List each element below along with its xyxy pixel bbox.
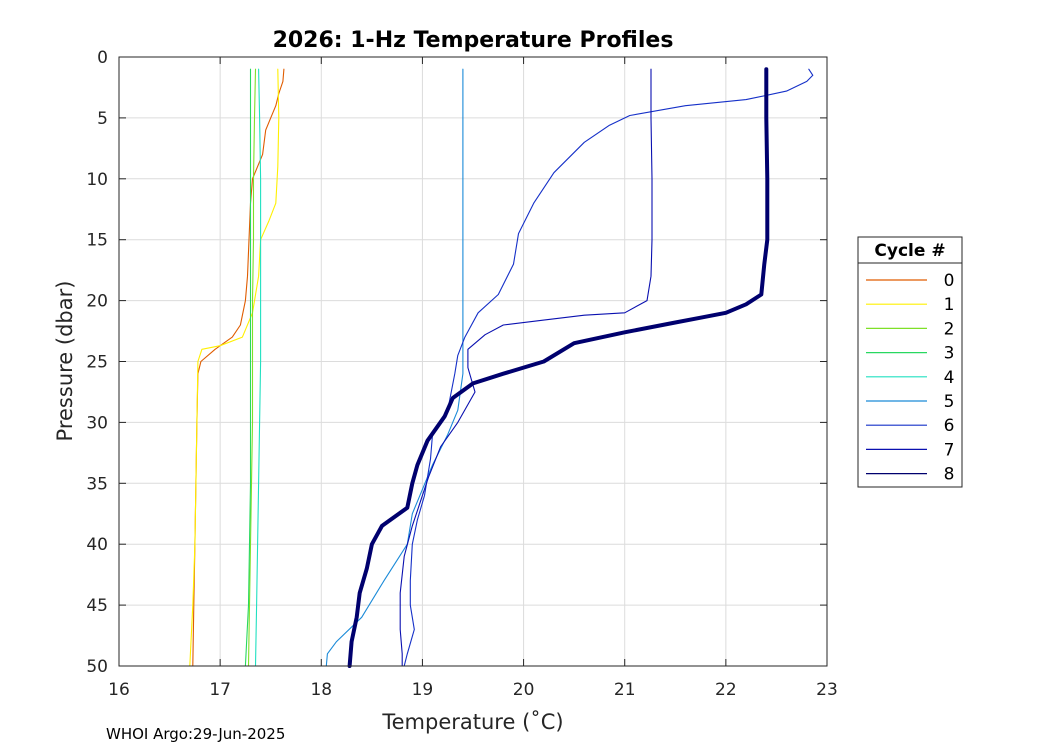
axis-ticks: 16 17 18 19 20 21 22 23 0 5 10 15 20 25 30 35 40 45 50 bbox=[86, 48, 837, 700]
chart-title: 2026: 1-Hz Temperature Profiles bbox=[273, 28, 674, 53]
legend-label: 4 bbox=[944, 368, 955, 388]
y-tick-label: 40 bbox=[86, 535, 108, 555]
series-line-cycle-4 bbox=[254, 68, 262, 667]
legend-label: 8 bbox=[944, 465, 955, 485]
series-group bbox=[189, 67, 814, 668]
y-axis-label: Pressure (dbar) bbox=[53, 281, 77, 442]
series-line-cycle-7 bbox=[399, 68, 653, 667]
legend-label: 6 bbox=[944, 416, 955, 436]
y-tick-label: 5 bbox=[97, 109, 108, 129]
y-tick-label: 35 bbox=[86, 474, 108, 494]
legend-label: 2 bbox=[944, 319, 955, 339]
footer-credit: WHOI Argo:29-Jun-2025 bbox=[106, 725, 286, 743]
x-tick-label: 19 bbox=[412, 680, 434, 700]
legend: Cycle # 0 1 2 3 4 5 6 7 8 bbox=[857, 236, 963, 488]
y-tick-label: 30 bbox=[86, 413, 108, 433]
x-axis-label: Temperature (˚C) bbox=[381, 710, 563, 734]
x-tick-label: 18 bbox=[310, 680, 332, 700]
legend-label: 7 bbox=[944, 440, 955, 460]
x-tick-label: 20 bbox=[513, 680, 535, 700]
legend-title: Cycle # bbox=[874, 241, 945, 261]
y-tick-label: 25 bbox=[86, 353, 108, 373]
y-tick-label: 50 bbox=[86, 657, 108, 677]
y-tick-label: 20 bbox=[86, 292, 108, 312]
legend-entries: 0 1 2 3 4 5 6 7 8 bbox=[866, 271, 954, 485]
y-tick-label: 15 bbox=[86, 231, 108, 251]
series-line-cycle-3 bbox=[244, 68, 252, 667]
series-line-cycle-8 bbox=[347, 67, 770, 668]
legend-label: 5 bbox=[944, 392, 955, 412]
series-line-cycle-1 bbox=[189, 68, 280, 667]
y-tick-label: 0 bbox=[97, 48, 108, 68]
legend-label: 0 bbox=[944, 271, 955, 291]
x-tick-label: 17 bbox=[209, 680, 231, 700]
y-tick-label: 45 bbox=[86, 596, 108, 616]
x-tick-label: 16 bbox=[108, 680, 130, 700]
x-tick-label: 21 bbox=[614, 680, 636, 700]
x-tick-label: 22 bbox=[715, 680, 737, 700]
legend-box bbox=[857, 236, 963, 488]
x-tick-label: 23 bbox=[816, 680, 838, 700]
y-tick-label: 10 bbox=[86, 170, 108, 190]
legend-label: 3 bbox=[944, 344, 955, 364]
series-line-cycle-6 bbox=[403, 68, 814, 667]
legend-label: 1 bbox=[944, 295, 955, 315]
grid bbox=[119, 57, 827, 666]
series-line-cycle-2 bbox=[247, 68, 257, 667]
